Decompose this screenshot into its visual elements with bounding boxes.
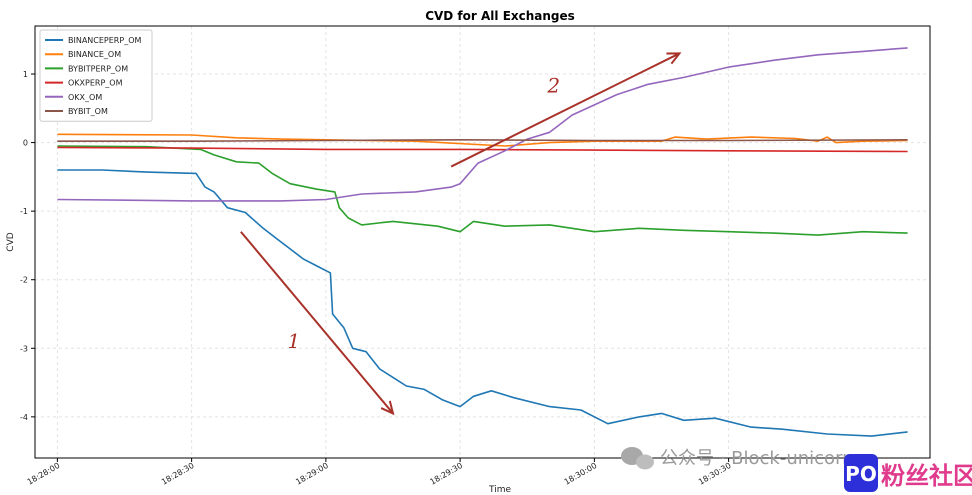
y-tick-label: -3: [20, 344, 28, 353]
annotation-arrowhead-1: [380, 400, 395, 416]
badge-logo-letters: PO: [845, 462, 877, 486]
y-tick-label: 1: [23, 70, 28, 79]
legend-entry-label: OKXPERP_OM: [68, 79, 123, 88]
annotation-label: 2: [546, 74, 560, 98]
chart-title: CVD for All Exchanges: [425, 9, 575, 23]
series-line-okx_om: [57, 47, 908, 202]
x-axis-label: Time: [488, 485, 511, 495]
badge-text: 粉丝社区: [881, 462, 972, 490]
y-tick-label: -4: [20, 413, 28, 422]
legend-entry-label: BYBIT_OM: [68, 107, 108, 116]
legend-entry-label: BYBITPERP_OM: [68, 64, 128, 73]
legend-entry-label: OKX_OM: [68, 93, 102, 102]
annotations: 12: [240, 52, 682, 416]
y-tick-label: 0: [23, 139, 28, 148]
x-tick-label: 18:29:00: [294, 461, 330, 487]
plot-area-frame: [34, 25, 931, 459]
annotation-arrow-1: [240, 231, 394, 415]
series-line-binanceperp_om: [57, 169, 908, 437]
annotation-arrowhead-2: [666, 52, 682, 65]
legend-entry-label: BINANCE_OM: [68, 50, 121, 59]
x-tick-label: 18:29:30: [429, 461, 465, 487]
y-axis-label: CVD: [6, 232, 16, 251]
wechat-icon: [621, 447, 654, 470]
annotation-label: 1: [288, 329, 301, 353]
x-tick-label: 18:28:00: [26, 461, 62, 487]
series-line-okxperp_om: [57, 146, 908, 153]
series-line-bybitperp_om: [57, 145, 908, 236]
y-axis-ticks: 1 0 -1 -2 -3 -4: [20, 70, 35, 422]
x-tick-label: 18:28:30: [160, 461, 196, 487]
series-lines: [57, 47, 908, 437]
badge-logo-icon: [844, 454, 878, 492]
community-badge: PO 粉丝社区: [844, 454, 972, 492]
watermark-text: 公众号 · Block-unicorn: [660, 448, 854, 469]
series-line-bybit_om: [57, 139, 908, 142]
x-tick-label: 18:30:00: [563, 461, 599, 487]
annotation-arrow-2: [450, 52, 680, 168]
y-tick-label: -1: [20, 207, 28, 216]
legend-entry-label: BINANCEPERP_OM: [68, 36, 141, 45]
legend: BINANCEPERP_OM BINANCE_OM BYBITPERP_OM OKXP…: [39, 29, 153, 122]
legend-box: [39, 29, 153, 122]
watermark: 公众号 · Block-unicorn: [621, 447, 854, 470]
y-tick-label: -2: [20, 276, 28, 285]
